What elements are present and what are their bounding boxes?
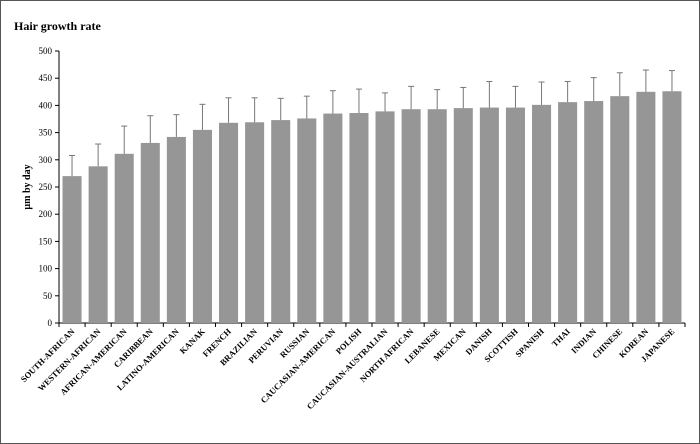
- x-tick-label: THAI: [550, 326, 573, 349]
- bar: [323, 113, 343, 323]
- bar: [166, 136, 186, 323]
- chart-title: Hair growth rate: [14, 19, 101, 33]
- bar: [453, 108, 473, 324]
- y-tick-label: 300: [39, 155, 53, 165]
- bar: [88, 166, 108, 323]
- bar: [610, 96, 630, 323]
- bar: [427, 109, 447, 323]
- bar: [375, 111, 395, 323]
- bars: [62, 91, 682, 324]
- y-axis-label: µm by day: [22, 164, 33, 209]
- y-tick-label: 150: [39, 236, 53, 246]
- bar: [584, 101, 604, 323]
- y-tick-label: 500: [39, 46, 53, 56]
- bar: [297, 118, 317, 324]
- y-tick-label: 350: [39, 128, 53, 138]
- bar: [636, 91, 656, 323]
- x-tick-label: SPANISH: [513, 326, 546, 359]
- y-tick-label: 450: [39, 73, 53, 83]
- bar: [245, 122, 265, 323]
- bar: [62, 176, 82, 323]
- y-tick-label: 250: [39, 182, 53, 192]
- y-tick-label: 100: [39, 264, 53, 274]
- y-tick-label: 50: [43, 291, 53, 301]
- bar: [662, 91, 682, 323]
- bar: [114, 153, 134, 323]
- bar: [505, 107, 525, 324]
- x-tick-labels: SOUTH-AFRICANWESTERN-AFRICANAFRICAN-AMER…: [19, 323, 686, 411]
- y-tick-label: 400: [39, 100, 53, 110]
- error-bars: [69, 69, 675, 177]
- bar: [271, 120, 291, 323]
- y-tick-label: 0: [48, 318, 53, 328]
- y-tick-label: 200: [39, 209, 53, 219]
- bar: [219, 122, 239, 323]
- bar: [479, 107, 499, 324]
- y-axis-label-group: µm by day: [22, 164, 33, 209]
- y-ticks: 0 50 100 150 200 250 300 350 400 450 500: [39, 46, 59, 328]
- bar: [532, 104, 552, 323]
- bar: [558, 102, 578, 323]
- bar: [401, 109, 421, 323]
- bar: [140, 142, 160, 323]
- bar: [192, 129, 212, 323]
- bar: [349, 113, 369, 324]
